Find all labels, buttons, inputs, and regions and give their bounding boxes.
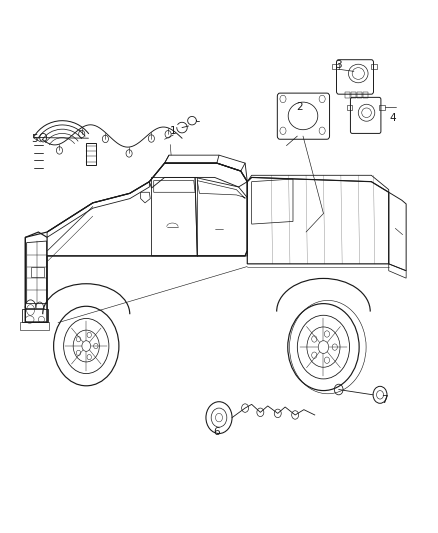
Text: 5: 5 — [31, 134, 37, 144]
Text: 7: 7 — [381, 395, 388, 405]
Text: 1: 1 — [170, 126, 177, 136]
Text: 3: 3 — [336, 60, 342, 70]
Text: 4: 4 — [390, 113, 396, 123]
Text: 6: 6 — [213, 427, 220, 437]
Text: 2: 2 — [296, 102, 303, 112]
